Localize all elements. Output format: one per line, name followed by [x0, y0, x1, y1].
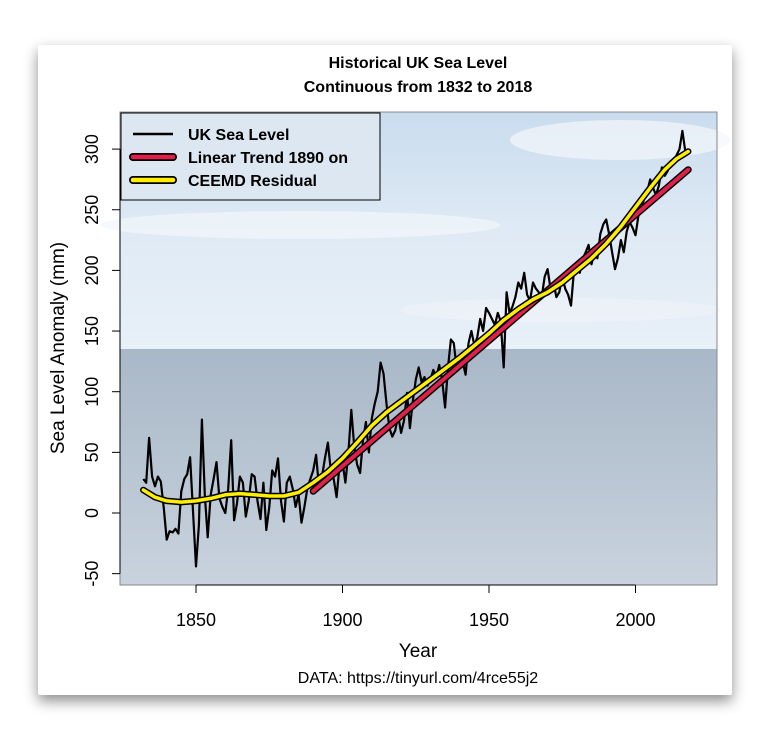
x-tick-label: 1900 [322, 610, 362, 630]
x-tick-label: 1950 [469, 610, 509, 630]
uk-sea-level-line [142, 129, 689, 568]
legend-label: CEEMD Residual [188, 173, 317, 190]
y-tick-label: -50 [82, 561, 102, 587]
y-tick-label: 0 [82, 508, 102, 518]
y-axis-label: Sea Level Anomaly (mm) [48, 242, 69, 454]
chart-subtitle: Continuous from 1832 to 2018 [304, 79, 533, 96]
x-axis-label: Year [399, 641, 438, 662]
y-tick-label: 100 [82, 377, 102, 407]
legend: UK Sea Level Linear Trend 1890 on CEEMD Re… [120, 112, 381, 201]
y-tick-label: 200 [82, 255, 102, 285]
data-source-caption: DATA: https://tinyurl.com/4rce55j2 [298, 670, 538, 687]
chart-title: Historical UK Sea Level [329, 55, 508, 72]
y-tick-label: 50 [82, 442, 102, 462]
y-tick-label: 300 [82, 134, 102, 164]
legend-label: Linear Trend 1890 on [188, 150, 348, 167]
y-tick-label: 250 [82, 195, 102, 225]
ceemd-residual-line [141, 149, 690, 504]
y-tick-label: 150 [82, 316, 102, 346]
x-tick-label: 1850 [176, 610, 216, 630]
legend-label: UK Sea Level [188, 127, 289, 144]
x-tick-label: 2000 [615, 610, 655, 630]
